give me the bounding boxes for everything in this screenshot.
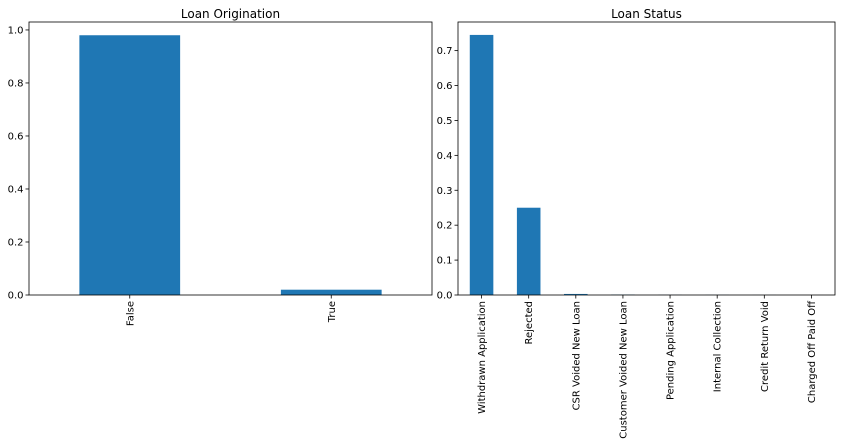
x-tick-label: False [125, 301, 136, 326]
bar-status-2 [564, 293, 588, 295]
x-tick-label: Withdrawn Application [477, 301, 488, 414]
y-tick-label: 0.2 [8, 237, 24, 248]
y-tick-label: 0.6 [437, 81, 453, 92]
x-tick-label: True [327, 301, 338, 323]
x-tick-label: Rejected [524, 301, 535, 345]
y-tick-label: 0.1 [437, 256, 453, 267]
plot-frame [28, 21, 433, 296]
bar-status-1 [516, 207, 541, 295]
x-tick-label: Pending Application [666, 301, 677, 400]
loan-status-title: Loan Status [611, 7, 682, 21]
bar-origination-0 [79, 35, 181, 295]
y-tick-label: 0.0 [437, 291, 453, 302]
y-tick-label: 0.6 [8, 131, 24, 142]
y-tick-label: 0.8 [8, 78, 24, 89]
bar-status-0 [469, 34, 494, 296]
loan-origination-title: Loan Origination [181, 7, 280, 21]
x-tick-label: Charged Off Paid Off [807, 300, 818, 403]
y-tick-label: 0.5 [437, 116, 453, 127]
y-tick-label: 0.4 [8, 184, 24, 195]
y-tick-label: 0.0 [8, 291, 24, 302]
y-tick-label: 0.2 [437, 221, 453, 232]
bar-origination-1 [280, 289, 382, 295]
loan-status-chart: Loan Status 0.0 0.1 0.2 0.3 0.4 0.5 0.6 0.7 With… [437, 7, 836, 439]
y-tick-label: 0.4 [437, 151, 453, 162]
y-tick-label: 1.0 [8, 25, 24, 36]
y-tick-label: 0.3 [437, 186, 453, 197]
x-tick-label: CSR Voided New Loan [571, 301, 582, 410]
plot-frame [457, 21, 836, 296]
x-tick-label: Internal Collection [713, 301, 724, 392]
x-tick-label: Customer Voided New Loan [618, 301, 629, 439]
loan-origination-chart: Loan Origination 0.0 0.2 0.4 0.6 0.8 1.0 False… [8, 7, 433, 326]
y-tick-label: 0.7 [437, 46, 453, 57]
x-tick-label: Credit Return Void [760, 301, 771, 392]
